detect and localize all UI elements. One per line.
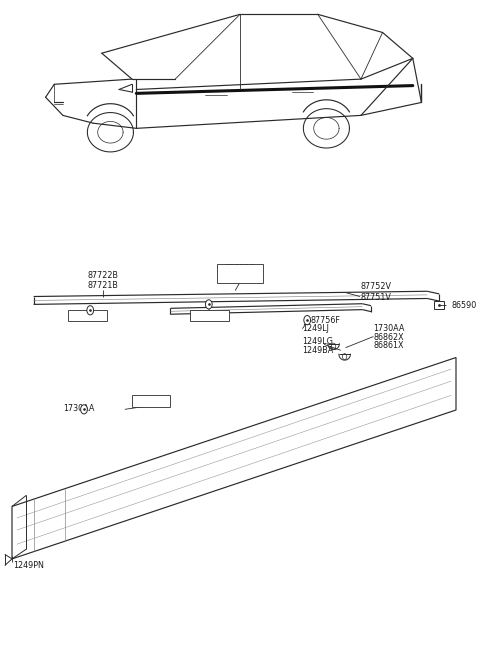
Text: 1249LJ: 1249LJ bbox=[302, 324, 329, 333]
Circle shape bbox=[81, 405, 87, 414]
FancyBboxPatch shape bbox=[217, 264, 263, 283]
FancyBboxPatch shape bbox=[190, 310, 229, 321]
Text: 87752V
87751V: 87752V 87751V bbox=[361, 282, 392, 302]
Text: 1249PN: 1249PN bbox=[13, 561, 44, 570]
FancyBboxPatch shape bbox=[132, 395, 170, 407]
Text: 1249LG: 1249LG bbox=[302, 337, 333, 346]
Text: 86861X: 86861X bbox=[373, 341, 404, 350]
Text: 1249BA: 1249BA bbox=[302, 346, 334, 355]
Text: 87722B
87721B: 87722B 87721B bbox=[88, 271, 119, 291]
Text: 87756A: 87756A bbox=[72, 311, 103, 320]
Text: 86862X: 86862X bbox=[373, 333, 404, 342]
Circle shape bbox=[331, 343, 336, 349]
Circle shape bbox=[342, 354, 347, 359]
Text: 87732B
87731A: 87732B 87731A bbox=[225, 264, 255, 283]
FancyBboxPatch shape bbox=[434, 301, 444, 309]
Text: 86590: 86590 bbox=[451, 300, 477, 310]
FancyBboxPatch shape bbox=[68, 310, 107, 321]
Circle shape bbox=[304, 316, 311, 325]
Text: 1730AA: 1730AA bbox=[373, 324, 405, 333]
Text: 87756J: 87756J bbox=[138, 396, 166, 405]
Text: 87756A: 87756A bbox=[194, 311, 225, 320]
Text: 1730AA: 1730AA bbox=[63, 403, 95, 413]
Text: 87756F: 87756F bbox=[311, 316, 340, 325]
Circle shape bbox=[87, 306, 94, 315]
Circle shape bbox=[205, 300, 212, 309]
